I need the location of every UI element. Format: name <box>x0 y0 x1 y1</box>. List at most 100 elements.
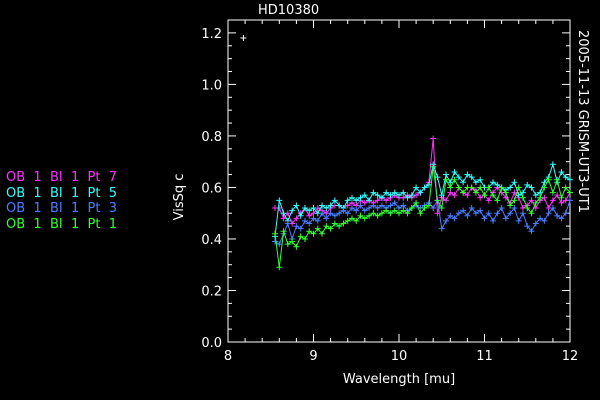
data-point <box>323 215 330 222</box>
data-point <box>541 184 548 191</box>
data-point <box>464 171 471 178</box>
data-point <box>554 176 561 183</box>
data-point <box>387 202 394 209</box>
data-point <box>331 197 338 204</box>
data-point <box>276 197 283 204</box>
data-point <box>374 197 381 204</box>
data-point <box>319 202 326 209</box>
data-point <box>314 225 321 232</box>
data-point <box>361 199 368 206</box>
data-point <box>494 210 501 217</box>
data-point <box>383 189 390 196</box>
y-axis-label: VisSq c <box>172 174 187 221</box>
data-point <box>323 205 330 212</box>
data-point <box>319 230 326 237</box>
data-point <box>370 202 377 209</box>
data-point <box>558 199 565 206</box>
data-point <box>391 189 398 196</box>
data-point <box>272 230 279 237</box>
data-point <box>293 243 300 250</box>
x-tick-label: 11 <box>476 349 493 364</box>
data-point <box>485 210 492 217</box>
data-point <box>387 192 394 199</box>
data-point <box>301 217 308 224</box>
data-point <box>306 207 313 214</box>
chart-series <box>240 35 573 271</box>
data-point <box>361 207 368 214</box>
data-point <box>443 176 450 183</box>
data-point <box>314 217 321 224</box>
data-point <box>408 192 415 199</box>
data-point <box>485 184 492 191</box>
x-axis-label: Wavelength [mu] <box>343 372 455 387</box>
annotation-point <box>240 35 247 42</box>
data-point <box>528 228 535 235</box>
data-point <box>297 233 304 240</box>
data-point <box>562 174 569 181</box>
data-point <box>280 215 287 222</box>
data-point <box>413 184 420 191</box>
data-point <box>507 184 514 191</box>
data-point <box>472 179 479 186</box>
data-point <box>391 199 398 206</box>
data-point <box>280 228 287 235</box>
data-point <box>528 184 535 191</box>
data-point <box>549 197 556 204</box>
data-point <box>545 210 552 217</box>
data-point <box>396 205 402 212</box>
data-point <box>477 194 484 201</box>
series-4 <box>272 163 573 271</box>
data-point <box>387 210 394 217</box>
data-point <box>370 210 377 217</box>
data-point <box>490 192 497 199</box>
data-point <box>549 205 556 212</box>
data-point <box>485 197 492 204</box>
data-point <box>438 205 445 212</box>
data-point <box>284 220 291 227</box>
data-point <box>472 210 479 217</box>
y-tick-label: 0.0 <box>201 336 222 351</box>
data-point <box>421 184 428 191</box>
data-point <box>524 223 531 230</box>
data-point <box>443 217 450 224</box>
x-tick-label: 10 <box>391 349 408 364</box>
chart-axes: 8 9 10 11 12 0.0 0.2 0.4 0.6 0.8 1.0 1.2 <box>201 19 578 364</box>
y-tick-label: 0.6 <box>201 181 222 196</box>
series-line <box>274 166 571 268</box>
data-point <box>344 210 351 217</box>
data-point <box>374 192 381 199</box>
data-point <box>443 197 450 204</box>
data-point <box>336 223 343 230</box>
data-point <box>357 194 364 201</box>
data-point <box>348 205 355 212</box>
data-point <box>532 220 539 227</box>
data-point <box>558 194 565 201</box>
data-point <box>404 194 411 201</box>
data-point <box>567 197 573 204</box>
x-tick-label: 8 <box>224 349 232 364</box>
data-point <box>443 171 450 178</box>
data-point <box>502 189 509 196</box>
legend-entry-pt3: OB 1 BI 1 Pt 3 <box>6 201 117 216</box>
data-point <box>301 205 308 212</box>
data-point <box>366 197 373 204</box>
data-point <box>532 199 539 206</box>
data-point <box>468 184 475 191</box>
data-point <box>340 220 347 227</box>
data-point <box>468 174 475 181</box>
data-point <box>293 215 300 222</box>
data-point <box>331 212 338 219</box>
data-point <box>297 225 304 232</box>
data-point <box>340 207 347 214</box>
date-instrument-label: 2005-11-13 GRISM-UT3-UT1 <box>575 30 590 213</box>
data-point <box>554 212 561 219</box>
data-point <box>481 192 488 199</box>
legend-entry-pt7: OB 1 BI 1 Pt 7 <box>6 170 117 185</box>
data-point <box>562 210 569 217</box>
data-point <box>366 212 373 219</box>
data-point <box>348 199 355 206</box>
data-point <box>272 238 279 245</box>
data-point <box>353 217 360 224</box>
data-point <box>511 205 518 212</box>
